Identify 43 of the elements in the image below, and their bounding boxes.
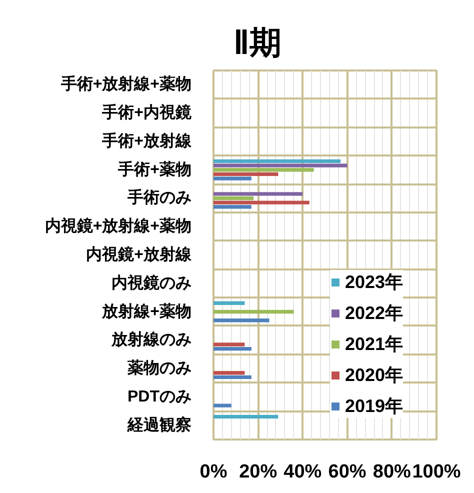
bar	[214, 196, 254, 200]
legend-label: 2020年	[345, 364, 404, 387]
bar	[214, 200, 310, 204]
x-tick-label: 100%	[412, 462, 461, 482]
y-tick-label: 薬物のみ	[126, 359, 192, 378]
y-tick-label: 手術+内視鏡	[101, 104, 192, 122]
bar	[214, 192, 303, 196]
bar	[214, 318, 270, 322]
x-tick-label: 20%	[239, 462, 278, 482]
legend-label: 2023年	[345, 271, 404, 294]
y-tick-label: 内視鏡+放射線	[86, 246, 192, 264]
legend-label: 2021年	[345, 333, 404, 356]
bar	[214, 205, 252, 209]
bar	[214, 301, 245, 305]
x-tick-label: 60%	[328, 462, 366, 482]
bar	[214, 375, 252, 380]
bar	[214, 414, 278, 419]
x-tick-label: 80%	[372, 462, 412, 482]
legend-label: 2022年	[345, 302, 404, 325]
y-tick-label: 内視鏡+放射線+薬物	[44, 217, 192, 236]
bar	[214, 176, 252, 180]
y-tick-label: 手術のみ	[126, 188, 192, 207]
bar	[214, 346, 252, 351]
y-tick-label: 放射線のみ	[110, 330, 192, 349]
y-tick-label: 手術+放射線	[101, 132, 192, 150]
x-tick-label: 40%	[284, 462, 322, 482]
bar	[214, 172, 278, 176]
chart-title: Ⅱ期	[234, 24, 282, 60]
x-tick-label: 0%	[200, 462, 228, 482]
y-tick-label: 手術+放射線+薬物	[60, 75, 192, 94]
legend-label: 2019年	[345, 395, 404, 418]
bar	[214, 168, 314, 172]
bar	[214, 404, 232, 408]
y-tick-label: 経過観察	[126, 414, 192, 434]
y-tick-label: PDTのみ	[128, 388, 192, 406]
bar	[214, 159, 341, 164]
bar	[214, 310, 294, 314]
bar	[214, 164, 348, 168]
bar	[214, 342, 245, 346]
y-tick-label: 放射線+薬物	[101, 302, 192, 320]
y-tick-label: 内視鏡のみ	[112, 274, 192, 292]
y-tick-label: 手術+薬物	[117, 160, 192, 178]
bar	[214, 371, 245, 375]
